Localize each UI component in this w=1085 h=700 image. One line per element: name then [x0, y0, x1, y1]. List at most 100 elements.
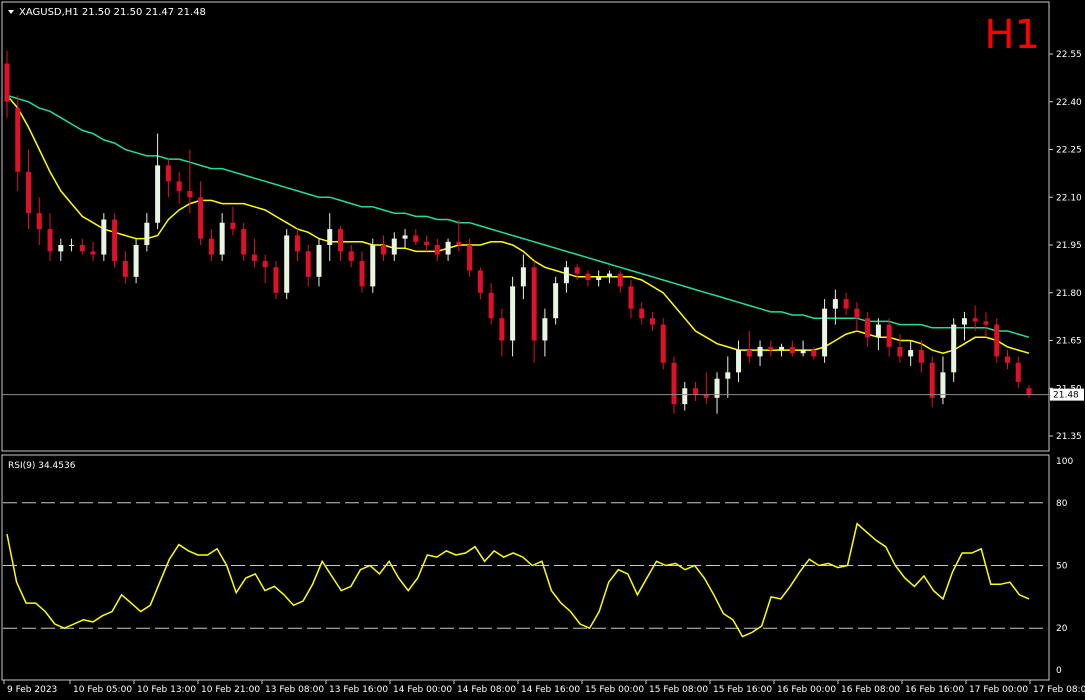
- candle: [36, 197, 42, 245]
- candle-body: [69, 245, 75, 246]
- time-tick-label: 16 Feb 00:00: [777, 685, 836, 695]
- candle-body: [736, 350, 742, 373]
- symbol-info: XAGUSD,H1 21.50 21.50 21.47 21.48: [19, 7, 206, 18]
- candle-body: [725, 372, 731, 379]
- candle-body: [1004, 356, 1010, 363]
- candle-body: [467, 245, 473, 271]
- price-tick-label: 21.95: [1056, 241, 1082, 251]
- time-tick-label: 14 Feb 16:00: [521, 685, 580, 695]
- rsi-panel-frame: [1, 454, 1050, 681]
- candle: [251, 238, 257, 268]
- candle: [639, 302, 645, 325]
- candle: [725, 356, 731, 398]
- price-tick-label: 22.55: [1056, 50, 1082, 60]
- moving-averages: [6, 94, 1030, 354]
- candle: [714, 372, 720, 414]
- candle: [262, 254, 268, 284]
- candle-body: [746, 350, 752, 357]
- candle-body: [456, 241, 462, 245]
- candle: [779, 343, 785, 357]
- candle: [875, 318, 881, 351]
- candle: [628, 280, 634, 319]
- candle: [305, 245, 311, 287]
- time-tick-label: 13 Feb 08:00: [265, 685, 324, 695]
- candle: [402, 229, 408, 249]
- candle: [144, 213, 150, 252]
- candle: [467, 238, 473, 277]
- candle: [488, 283, 494, 325]
- candle: [370, 238, 376, 293]
- candle: [477, 267, 483, 300]
- candle: [381, 235, 387, 261]
- candle: [649, 311, 655, 331]
- candle: [4, 50, 10, 118]
- candle-body: [585, 273, 591, 281]
- candle-body: [865, 318, 871, 338]
- candle-body: [542, 318, 548, 341]
- candle-body: [499, 318, 505, 341]
- candle-body: [241, 229, 247, 255]
- candle-body: [875, 324, 881, 338]
- candle-body: [208, 238, 214, 255]
- candle: [531, 260, 537, 363]
- candle: [994, 318, 1000, 363]
- price-panel-frame: [1, 1, 1050, 452]
- candle: [90, 241, 96, 261]
- candle: [983, 311, 989, 338]
- rsi-title: RSI(9) 34.4536: [8, 461, 76, 471]
- candle-body: [596, 276, 602, 281]
- candle: [434, 238, 440, 261]
- candle-body: [133, 245, 139, 277]
- candle-body: [36, 213, 42, 230]
- candle-body: [951, 324, 957, 373]
- candle: [176, 171, 182, 204]
- candle-body: [47, 229, 53, 252]
- candle: [703, 372, 709, 405]
- candle-body: [144, 222, 150, 245]
- candle: [972, 305, 978, 331]
- candle: [424, 235, 430, 252]
- candle: [811, 346, 817, 360]
- candle: [241, 222, 247, 261]
- rsi-tick-label: 80: [1056, 499, 1068, 509]
- candle: [865, 311, 871, 347]
- candle: [101, 213, 107, 261]
- candle-body: [273, 267, 279, 293]
- candle-body: [391, 238, 397, 255]
- candle: [542, 308, 548, 357]
- candle: [122, 251, 128, 284]
- candle-body: [994, 324, 1000, 357]
- candle-body: [294, 235, 300, 252]
- candle: [69, 238, 75, 252]
- candle: [187, 149, 193, 214]
- candle-body: [983, 321, 989, 325]
- candle: [327, 213, 333, 261]
- candle: [563, 260, 569, 293]
- candle: [908, 340, 914, 366]
- candle-body: [230, 222, 236, 230]
- candle-body: [4, 63, 10, 102]
- candle: [585, 270, 591, 287]
- candle: [574, 264, 580, 281]
- candle: [510, 276, 516, 357]
- candle-body: [822, 308, 828, 357]
- candle-body: [843, 299, 849, 309]
- candle: [843, 292, 849, 316]
- candle-body: [187, 190, 193, 198]
- candle: [757, 340, 763, 366]
- price-tick-label: 21.80: [1056, 289, 1082, 299]
- time-axis: 9 Feb 2023 10 Feb 05:00 10 Feb 13:00 10 Feb…: [3, 680, 1085, 695]
- candle: [230, 206, 236, 236]
- candle: [832, 289, 838, 325]
- candle: [208, 229, 214, 261]
- candle-body: [703, 394, 709, 398]
- candle: [854, 302, 860, 331]
- candle: [789, 340, 795, 357]
- triangle-down-icon[interactable]: [8, 10, 14, 14]
- candle: [822, 299, 828, 363]
- price-tick-label: 22.40: [1056, 98, 1082, 108]
- candle: [929, 356, 935, 408]
- candle: [553, 276, 559, 325]
- slow-moving-average-line: [6, 94, 1030, 339]
